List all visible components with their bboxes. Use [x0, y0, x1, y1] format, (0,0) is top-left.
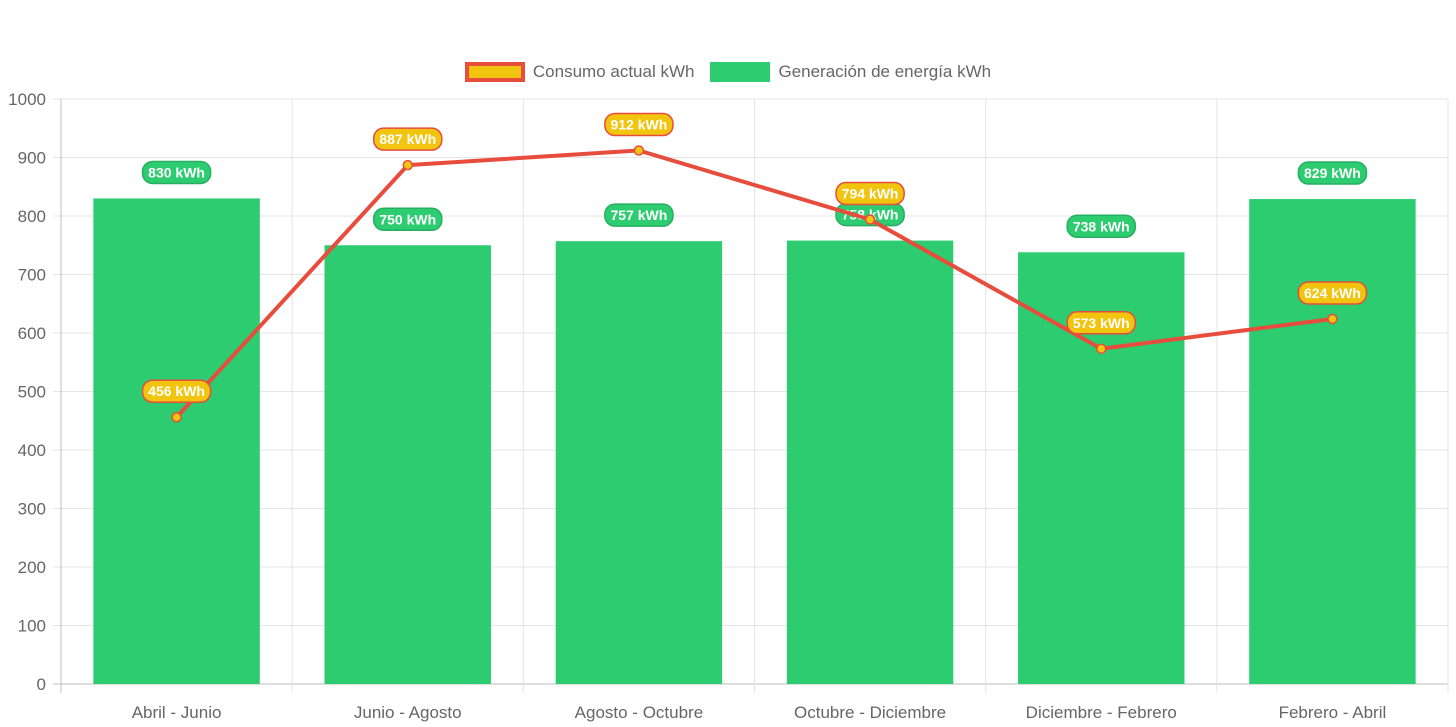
- line-data-label-bg: [1066, 311, 1137, 335]
- line-data-label: 912 kWh: [611, 116, 668, 132]
- bar-data-label-bg: [604, 203, 674, 227]
- bar-data-label-bg: [1297, 161, 1368, 185]
- line-point: [171, 411, 182, 423]
- bar-data-label-bg: [372, 207, 443, 231]
- y-tick-label: 300: [18, 500, 46, 519]
- bar: [786, 240, 954, 684]
- x-tick-label: Febrero - Abril: [1279, 703, 1387, 722]
- y-tick-label: 600: [18, 324, 46, 343]
- x-tick-label: Abril - Junio: [132, 703, 222, 722]
- bar-data-label-bg: [141, 160, 212, 185]
- line-point: [1096, 343, 1107, 355]
- legend-label-generacion: Generación de energía kWh: [778, 62, 992, 81]
- legend-item-generacion[interactable]: Generación de energía kWh: [710, 62, 991, 82]
- line-data-label-bg: [141, 379, 212, 403]
- x-tick-label: Junio - Agosto: [354, 703, 462, 722]
- y-tick-label: 800: [18, 207, 46, 226]
- bar-data-label: 829 kWh: [1304, 165, 1361, 181]
- line-data-label: 794 kWh: [842, 186, 899, 202]
- line-data-label: 573 kWh: [1073, 315, 1130, 331]
- x-tick-label: Octubre - Diciembre: [794, 703, 946, 722]
- y-tick-label: 900: [18, 149, 46, 168]
- line-data-label-bg: [835, 181, 905, 206]
- line-point: [633, 145, 645, 156]
- bar-data-label: 757 kWh: [611, 207, 668, 223]
- y-tick-label: 0: [37, 675, 46, 694]
- legend: Consumo actual kWh Generación de energía…: [0, 62, 1456, 82]
- x-tick-label: Diciembre - Febrero: [1026, 703, 1177, 722]
- bar-data-label-bg: [1066, 214, 1137, 239]
- y-tick-label: 500: [18, 383, 46, 402]
- line-data-label: 456 kWh: [148, 383, 205, 399]
- line-data-label: 624 kWh: [1304, 285, 1361, 301]
- line-data-label: 887 kWh: [379, 131, 436, 147]
- bar-data-label: 830 kWh: [148, 164, 205, 180]
- y-tick-label: 100: [18, 617, 46, 636]
- y-tick-label: 200: [18, 558, 46, 577]
- line-data-label-bg: [604, 112, 674, 137]
- line-point: [1327, 313, 1338, 325]
- bar-data-label: 750 kWh: [379, 211, 436, 227]
- line-data-label-bg: [372, 127, 443, 151]
- y-tick-label: 400: [18, 441, 46, 460]
- bar-data-label: 738 kWh: [1073, 218, 1130, 234]
- line-point: [864, 214, 876, 225]
- legend-swatch-consumo: [464, 62, 525, 82]
- bar: [93, 198, 260, 684]
- bar: [1249, 199, 1416, 684]
- legend-item-consumo[interactable]: Consumo actual kWh: [464, 62, 695, 82]
- x-tick-label: Agosto - Octubre: [575, 703, 704, 722]
- bar: [555, 241, 723, 684]
- line-point: [402, 159, 413, 171]
- y-tick-label: 700: [18, 266, 46, 285]
- bar: [324, 245, 491, 684]
- legend-label-consumo: Consumo actual kWh: [532, 62, 695, 81]
- line-series: [175, 148, 1333, 419]
- legend-swatch-generacion: [710, 62, 771, 82]
- line-data-label-bg: [1297, 281, 1368, 305]
- y-tick-label: 1000: [8, 90, 46, 109]
